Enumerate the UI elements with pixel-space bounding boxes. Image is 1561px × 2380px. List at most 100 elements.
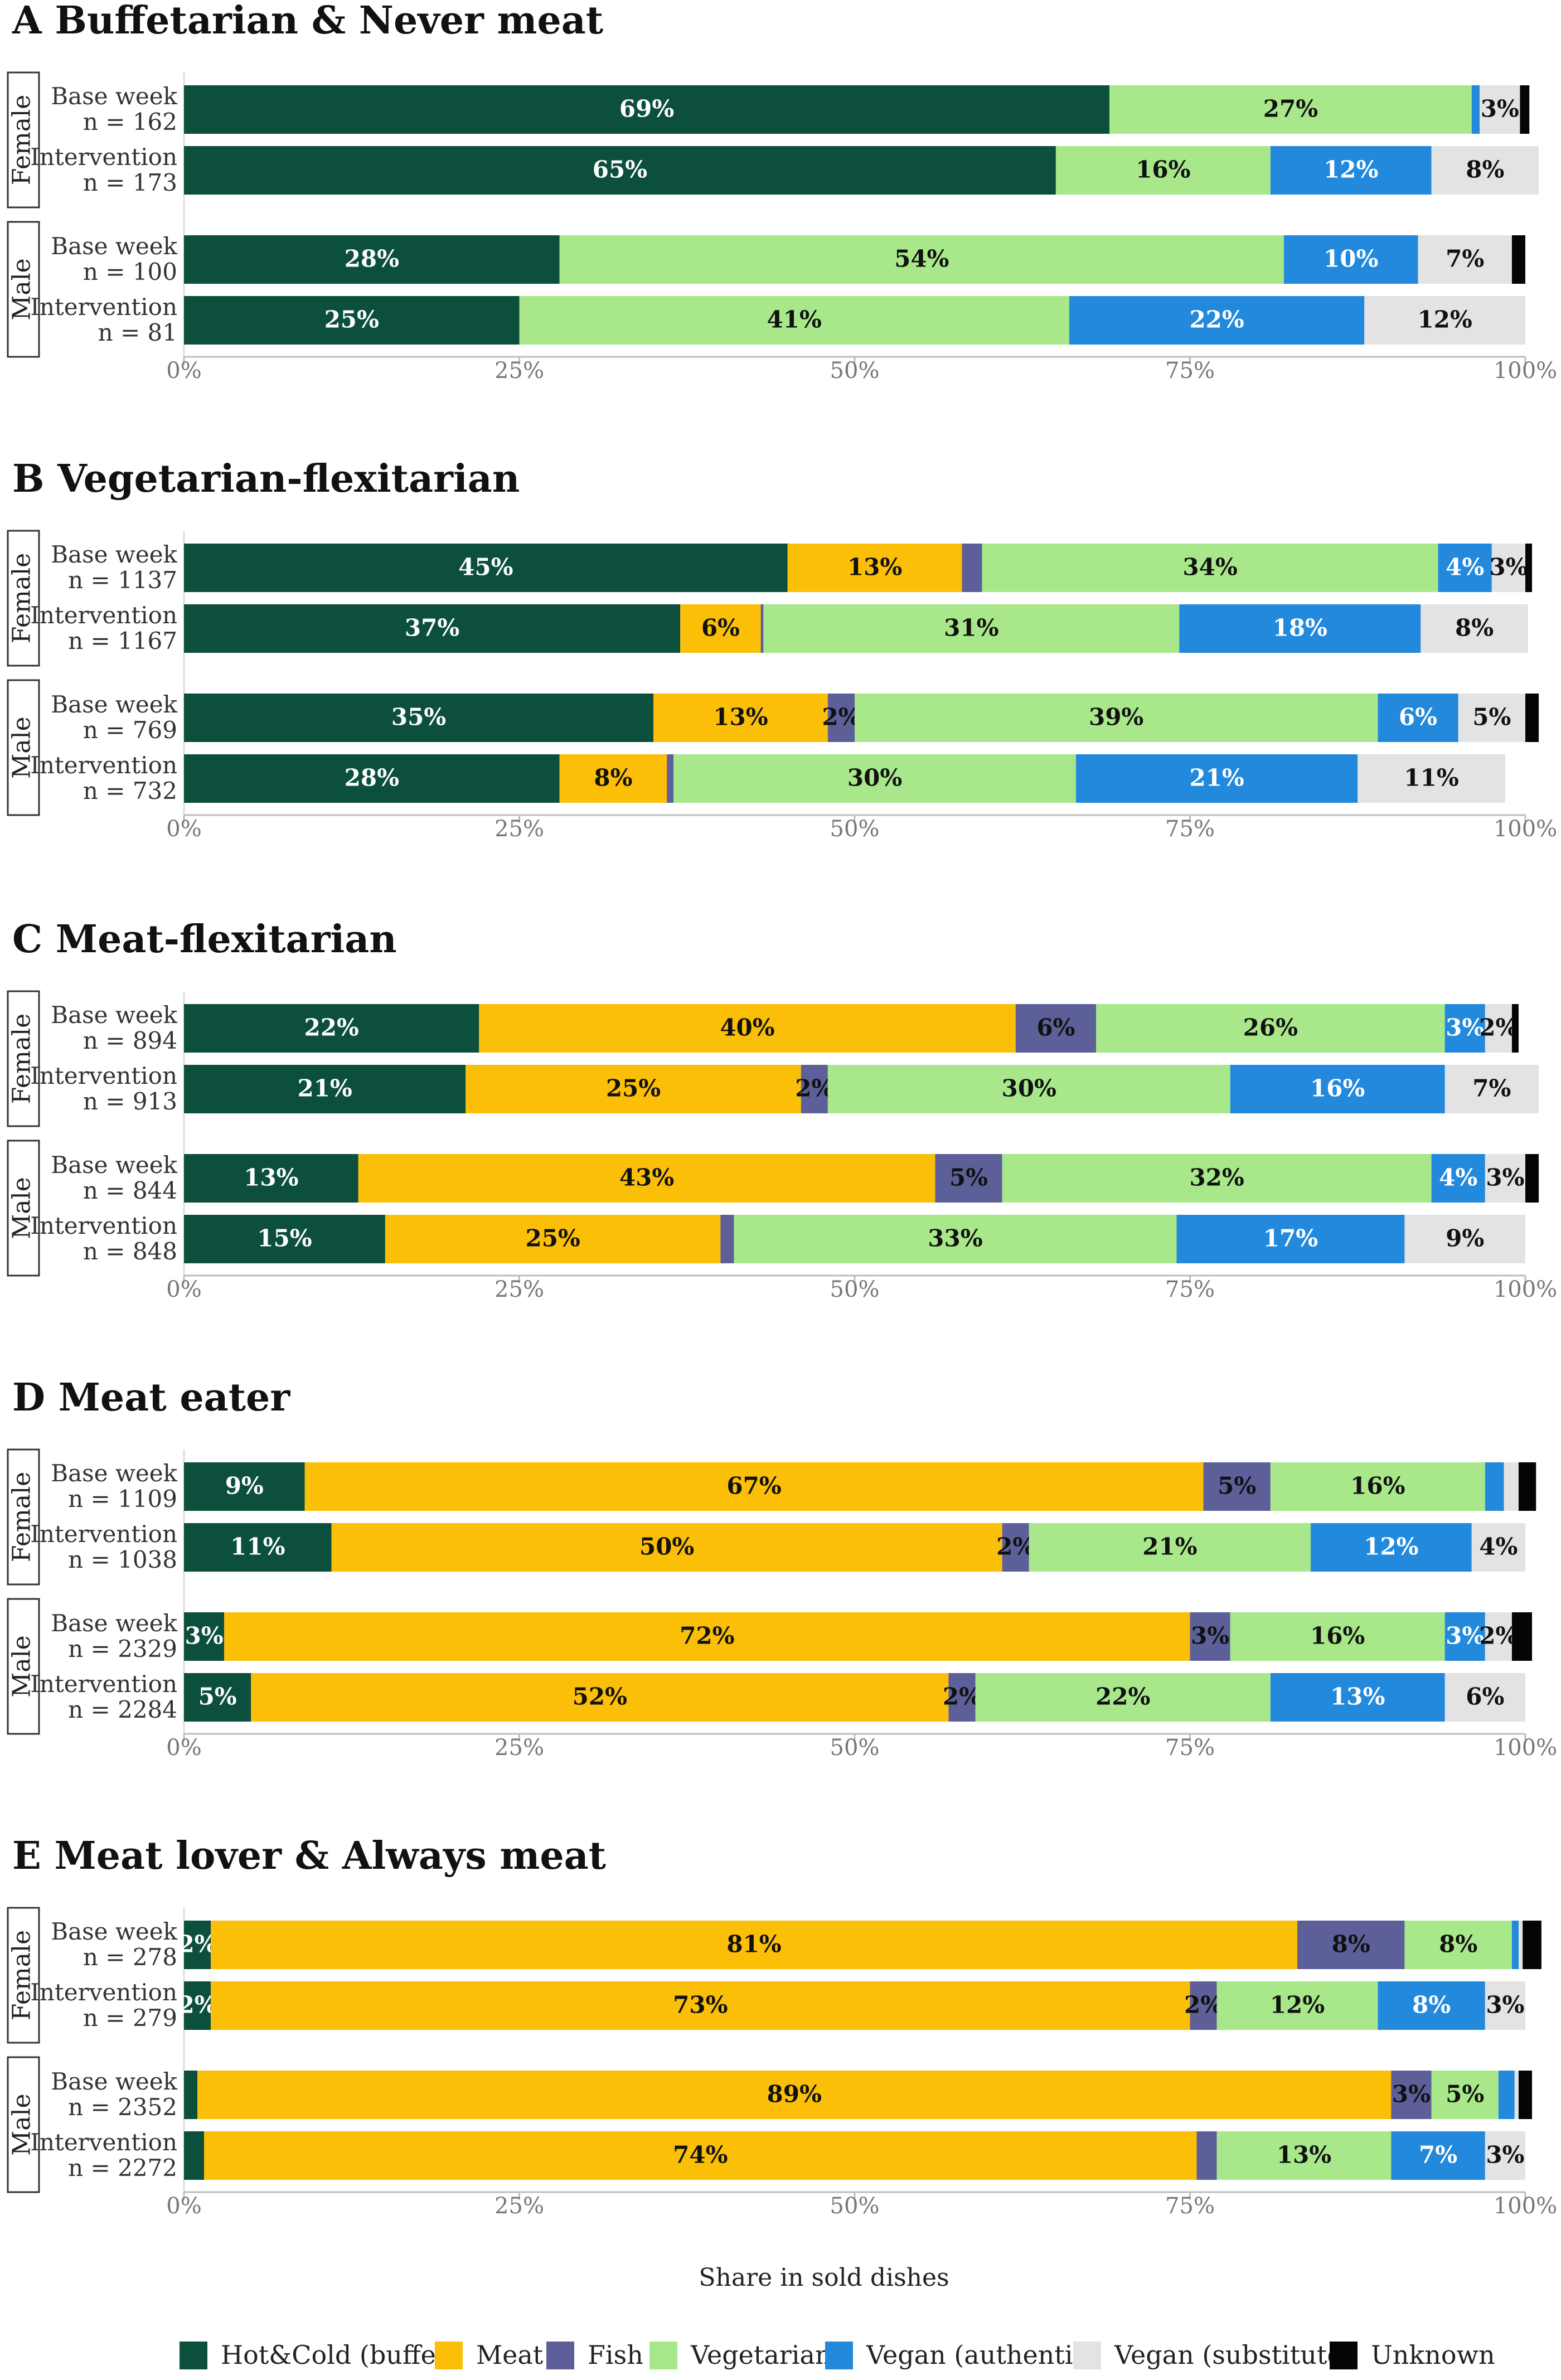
bar-segment bbox=[1069, 296, 1365, 345]
bar-segment bbox=[1511, 1921, 1519, 1969]
data-label: 12% bbox=[1364, 1533, 1418, 1560]
bar-segment bbox=[184, 1215, 385, 1263]
data-label: 3% bbox=[1489, 554, 1528, 581]
bar-segment bbox=[734, 1215, 1177, 1263]
bar-segment bbox=[184, 754, 560, 803]
bar-segment bbox=[184, 1523, 332, 1572]
row-n-label: n = 844 bbox=[83, 1177, 177, 1204]
legend-swatch bbox=[1073, 2342, 1101, 2369]
sex-label-box bbox=[7, 1140, 40, 1277]
bar-segment bbox=[1511, 235, 1525, 284]
bar-segment bbox=[1404, 1215, 1525, 1263]
data-label: 9% bbox=[1446, 1225, 1484, 1252]
data-label: 7% bbox=[1472, 1075, 1511, 1102]
x-tick-label: 0% bbox=[166, 358, 201, 384]
bar-segment bbox=[1444, 1612, 1485, 1661]
bar-segment bbox=[1518, 1921, 1523, 1969]
bar-segment bbox=[1485, 1981, 1525, 2030]
row-n-label: n = 2329 bbox=[68, 1635, 177, 1662]
data-label: 13% bbox=[713, 704, 768, 731]
data-label: 10% bbox=[1324, 245, 1378, 273]
bar-segment bbox=[827, 1065, 1230, 1113]
data-label: 9% bbox=[225, 1472, 264, 1500]
data-label: 13% bbox=[1277, 2141, 1331, 2169]
bar-segment bbox=[1458, 694, 1525, 742]
row-n-label: n = 278 bbox=[83, 1943, 177, 1971]
row-n-label: n = 848 bbox=[83, 1238, 177, 1265]
data-label: 73% bbox=[673, 1991, 728, 2019]
data-label: 18% bbox=[1273, 614, 1327, 642]
bar-segment bbox=[1485, 2131, 1525, 2180]
panel-title: B Vegetarian-flexitarian bbox=[12, 457, 520, 501]
data-label: 7% bbox=[1446, 245, 1484, 273]
bar-segment bbox=[184, 1673, 251, 1722]
data-label: 2% bbox=[178, 1991, 216, 2019]
data-label: 16% bbox=[1310, 1075, 1365, 1102]
data-label: 54% bbox=[894, 245, 949, 273]
bar-segment bbox=[479, 1004, 1016, 1053]
bar-segment bbox=[466, 1065, 801, 1113]
data-label: 2% bbox=[943, 1683, 981, 1710]
sex-label: Male bbox=[8, 1177, 36, 1239]
bar-segment bbox=[1498, 2071, 1515, 2119]
bar-segment bbox=[1444, 1673, 1525, 1722]
row-label: Intervention bbox=[30, 752, 177, 779]
sex-label-box bbox=[7, 1448, 40, 1586]
bar-segment bbox=[982, 544, 1438, 592]
row-n-label: n = 2352 bbox=[68, 2093, 177, 2121]
row-n-label: n = 1167 bbox=[68, 627, 177, 655]
legend-swatch bbox=[435, 2342, 463, 2369]
data-label: 6% bbox=[701, 614, 740, 642]
data-label: 4% bbox=[1439, 1164, 1477, 1191]
x-tick-label: 25% bbox=[495, 1735, 544, 1761]
bar-segment bbox=[184, 235, 560, 284]
row-label: Base week bbox=[51, 1001, 177, 1029]
x-tick-label: 50% bbox=[830, 358, 880, 384]
sex-label: Female bbox=[8, 1472, 36, 1562]
bar-segment bbox=[358, 1154, 935, 1203]
bar-segment bbox=[680, 604, 761, 653]
data-label: 13% bbox=[847, 554, 902, 581]
data-label: 5% bbox=[1472, 704, 1511, 731]
bar-segment bbox=[1471, 85, 1480, 134]
bar-segment bbox=[1431, 1154, 1485, 1203]
bar-segment bbox=[304, 1462, 1204, 1511]
data-label: 13% bbox=[244, 1164, 298, 1191]
bar-segment bbox=[1364, 296, 1525, 345]
data-label: 6% bbox=[1466, 1683, 1504, 1710]
data-label: 2% bbox=[1184, 1991, 1223, 2019]
bar-segment bbox=[1075, 754, 1358, 803]
x-tick-label: 75% bbox=[1165, 816, 1215, 842]
bar-segment bbox=[1196, 2131, 1217, 2180]
data-label: 7% bbox=[1419, 2141, 1457, 2169]
bar-segment bbox=[1203, 1462, 1271, 1511]
bar-segment bbox=[1431, 2071, 1499, 2119]
data-label: 16% bbox=[1310, 1622, 1365, 1650]
data-label: 12% bbox=[1324, 156, 1378, 183]
sex-label-box bbox=[7, 530, 40, 667]
bar-segment bbox=[184, 296, 520, 345]
row-label: Intervention bbox=[30, 143, 177, 171]
data-label: 16% bbox=[1136, 156, 1190, 183]
bar-segment bbox=[224, 1612, 1190, 1661]
x-tick-label: 75% bbox=[1165, 2193, 1215, 2219]
row-n-label: n = 913 bbox=[83, 1088, 177, 1115]
data-label: 16% bbox=[1350, 1472, 1405, 1500]
data-label: 52% bbox=[573, 1683, 627, 1710]
bar-segment bbox=[1358, 754, 1505, 803]
bar-segment bbox=[1270, 146, 1432, 195]
x-tick-label: 75% bbox=[1165, 1277, 1215, 1302]
sex-label-box bbox=[7, 221, 40, 358]
data-label: 12% bbox=[1417, 306, 1472, 333]
data-label: 65% bbox=[593, 156, 647, 183]
bar-segment bbox=[667, 754, 674, 803]
bar-segment bbox=[251, 1673, 949, 1722]
x-tick-label: 0% bbox=[166, 1277, 201, 1302]
data-label: 3% bbox=[1446, 1622, 1484, 1650]
data-label: 21% bbox=[1189, 764, 1244, 792]
panel-title: C Meat-flexitarian bbox=[12, 917, 397, 962]
x-tick-label: 75% bbox=[1165, 1735, 1215, 1761]
row-label: Base week bbox=[51, 1151, 177, 1179]
bar-segment bbox=[559, 235, 1284, 284]
data-label: 30% bbox=[1002, 1075, 1056, 1102]
